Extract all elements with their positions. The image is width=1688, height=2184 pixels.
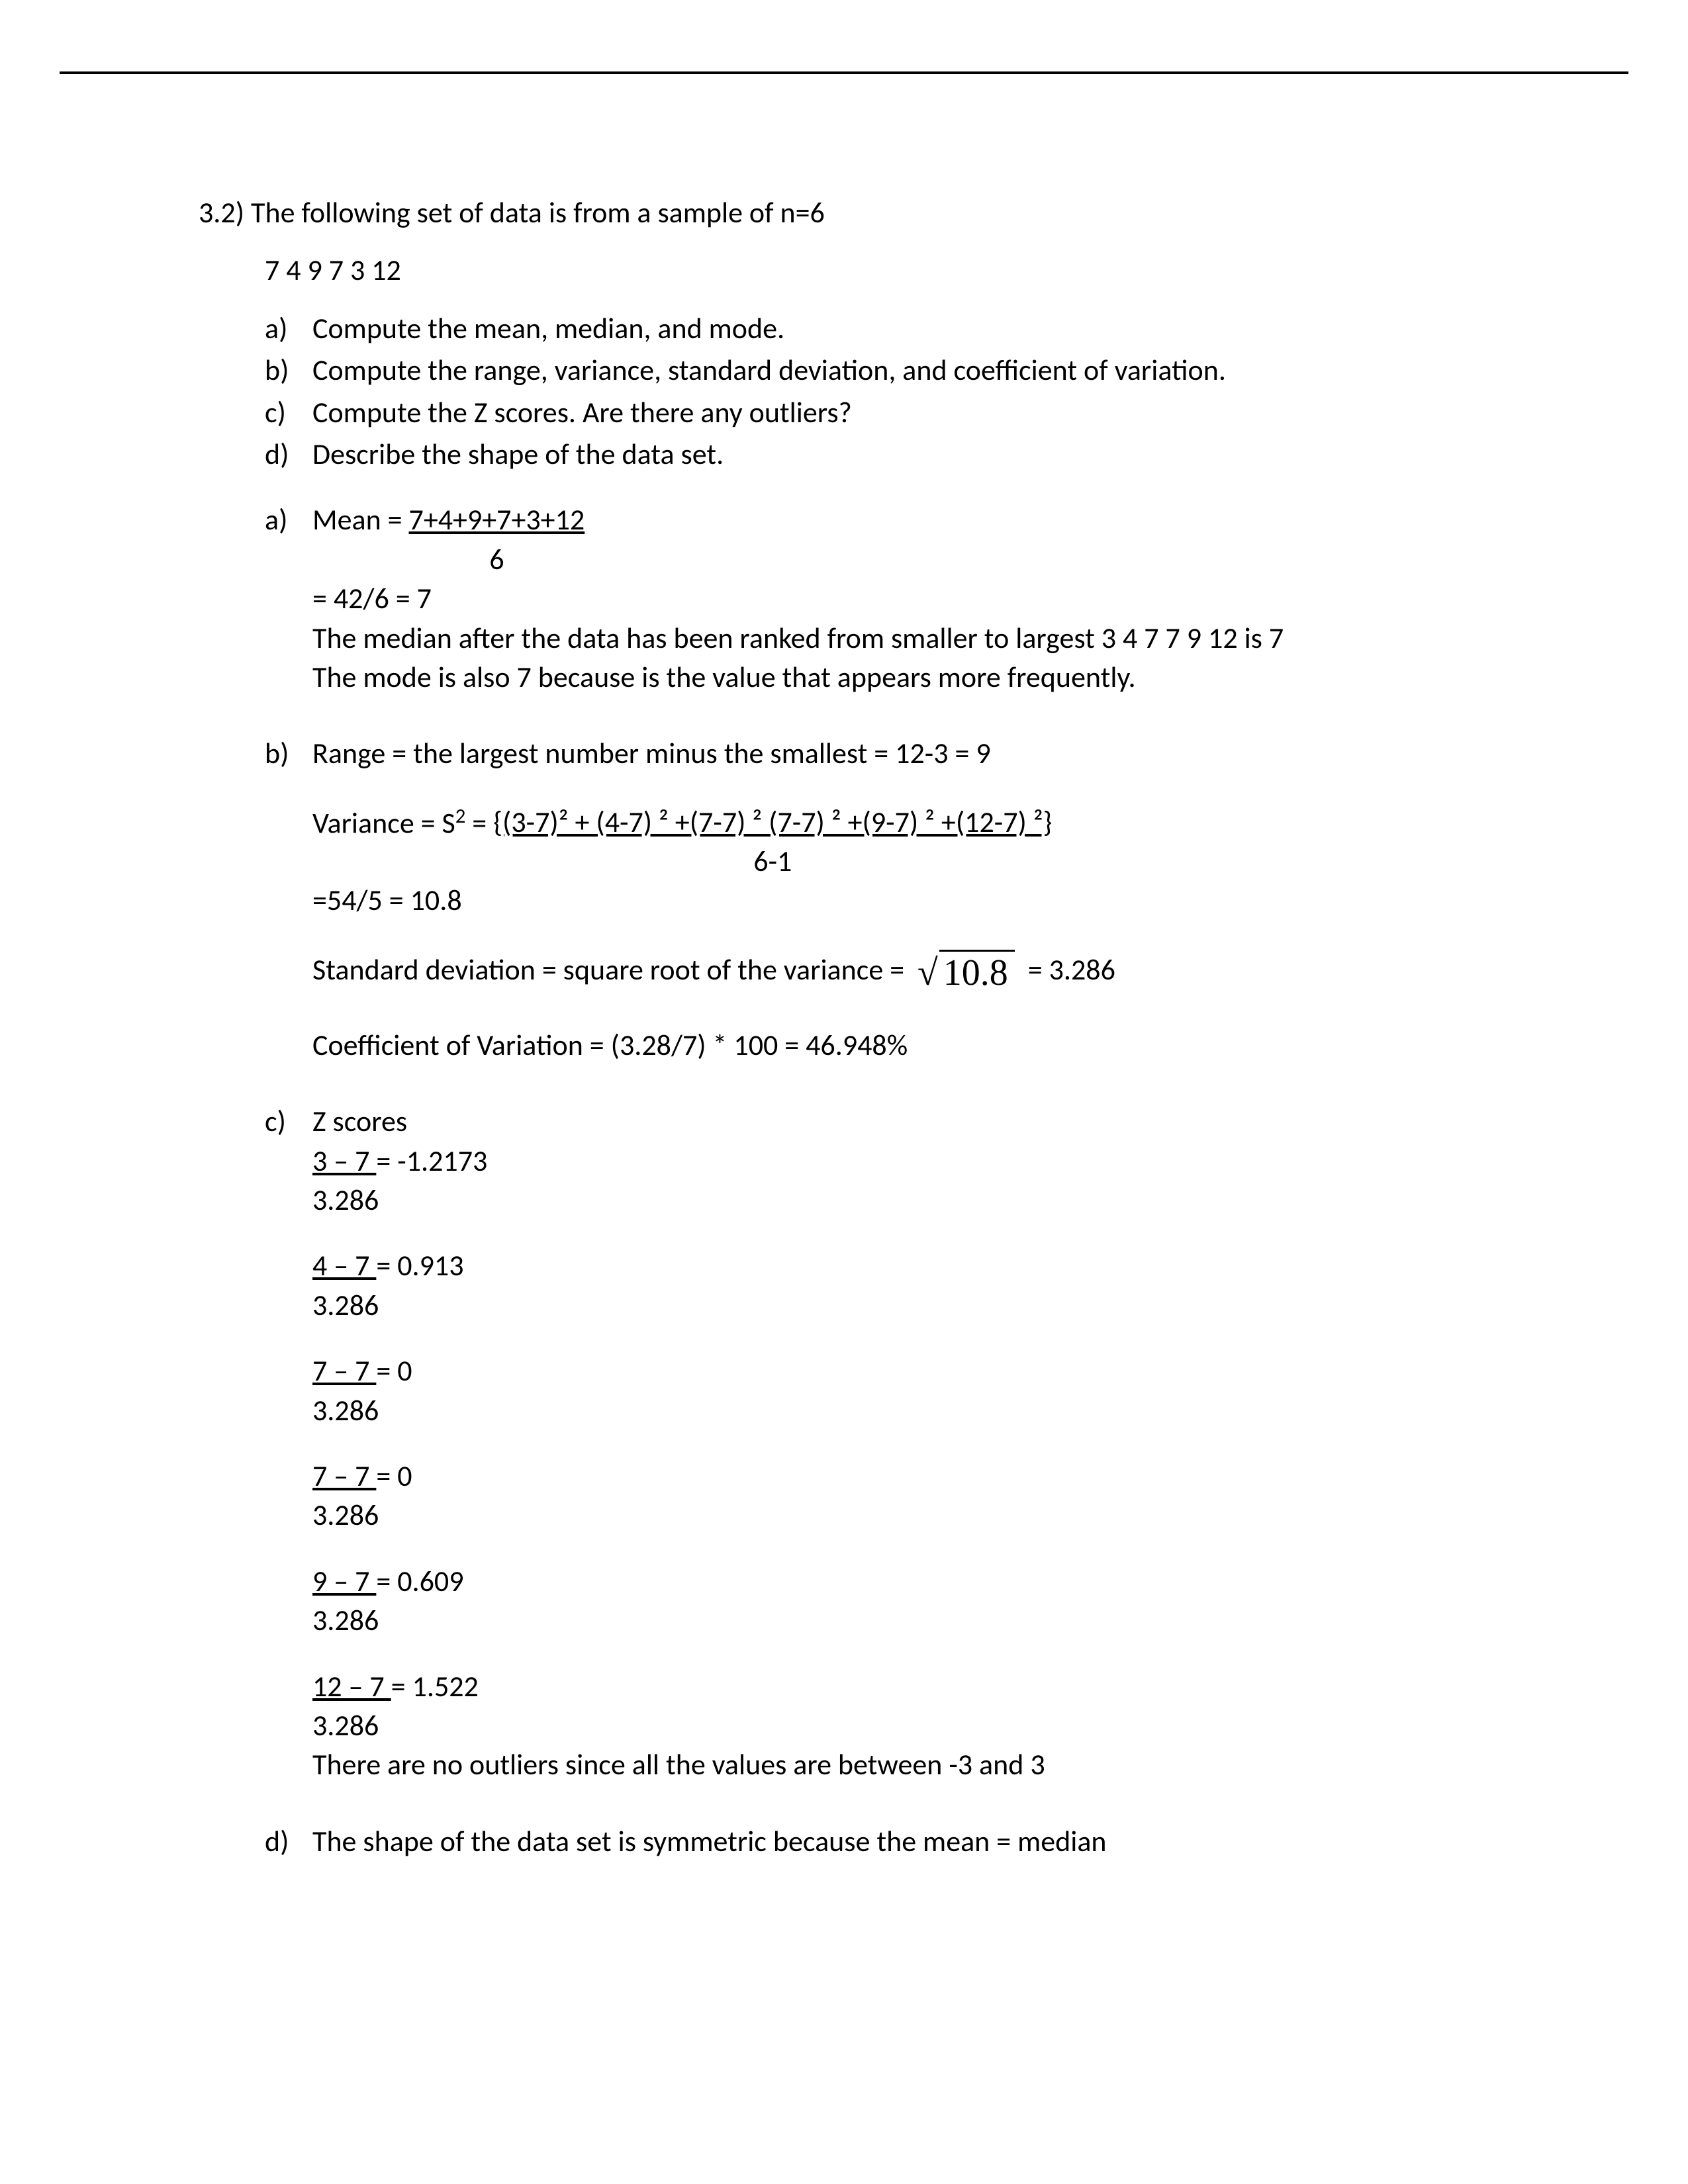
z5-den: 3.286	[312, 1707, 379, 1743]
problem-number: 3.2)	[199, 195, 244, 230]
z5-eq: = 1.522	[391, 1668, 479, 1704]
letter-d: d)	[265, 435, 312, 474]
answer-d-body: The shape of the data set is symmetric b…	[312, 1822, 1489, 1861]
question-b: b) Compute the range, variance, standard…	[265, 351, 1489, 390]
mean-denominator: 6	[409, 540, 585, 579]
z4-eq: = 0.609	[376, 1563, 463, 1599]
variance-numerator: {(3-7)² + (4-7) ² +(7-7) ² (7-7) ² +(9-7…	[493, 804, 1052, 840]
variance-simplify: =54/5 = 10.8	[312, 882, 462, 918]
z0-den: 3.286	[312, 1182, 379, 1218]
answer-b-item: b) Range = the largest number minus the …	[265, 734, 1489, 1065]
question-c-text: Compute the Z scores. Are there any outl…	[312, 393, 1489, 432]
sqrt-expr: √ 10.8	[911, 950, 1021, 991]
z1-num: 4 – 7	[312, 1248, 376, 1283]
z2-eq: = 0	[376, 1353, 412, 1388]
question-a-text: Compute the mean, median, and mode.	[312, 309, 1489, 348]
document-page: 3.2) The following set of data is from a…	[0, 0, 1688, 2184]
cv-line: Coefficient of Variation = (3.28/7) * 10…	[312, 1027, 908, 1063]
answer-c-item: c) Z scores 3 – 7 = -1.2173 3.286 4 – 7 …	[265, 1102, 1489, 1784]
question-d: d) Describe the shape of the data set.	[265, 435, 1489, 474]
z5-num: 12 – 7	[312, 1668, 391, 1704]
z0-eq: = -1.2173	[376, 1143, 487, 1179]
mean-label: Mean =	[312, 502, 409, 537]
variance-label-pre: Variance = S	[312, 805, 455, 841]
radical-sign: √	[917, 954, 939, 991]
outlier-line: There are no outliers since all the valu…	[312, 1747, 1045, 1782]
mean-simplify: = 42/6 = 7	[312, 580, 432, 616]
range-line: Range = the largest number minus the sma…	[312, 735, 991, 771]
question-list: a) Compute the mean, median, and mode. b…	[199, 309, 1489, 475]
problem-intro-text: The following set of data is from a samp…	[251, 195, 825, 230]
answer-d-letter: d)	[265, 1822, 312, 1861]
z2-num: 7 – 7	[312, 1353, 376, 1388]
answer-a-letter: a)	[265, 500, 312, 539]
question-b-text: Compute the range, variance, standard de…	[312, 351, 1489, 390]
z3-eq: = 0	[376, 1458, 412, 1494]
question-a: a) Compute the mean, median, and mode.	[265, 309, 1489, 348]
z4-den: 3.286	[312, 1602, 379, 1638]
mean-numerator: 7+4+9+7+3+12	[409, 502, 585, 537]
letter-a: a)	[265, 309, 312, 348]
z3-num: 7 – 7	[312, 1458, 376, 1494]
answer-a-item: a) Mean = 7+4+9+7+3+12 6 = 42/6 = 7 The …	[265, 500, 1489, 697]
document-content: 3.2) The following set of data is from a…	[0, 74, 1688, 1861]
answer-b-body: Range = the largest number minus the sma…	[312, 734, 1489, 1065]
z1-den: 3.286	[312, 1287, 379, 1323]
z4-num: 9 – 7	[312, 1563, 376, 1599]
variance-fraction: {(3-7)² + (4-7) ² +(7-7) ² (7-7) ² +(9-7…	[493, 803, 1052, 882]
answer-d-item: d) The shape of the data set is symmetri…	[265, 1822, 1489, 1861]
question-c: c) Compute the Z scores. Are there any o…	[265, 393, 1489, 432]
question-d-text: Describe the shape of the data set.	[312, 435, 1489, 474]
variance-label-post: =	[465, 805, 493, 841]
answer-a-body: Mean = 7+4+9+7+3+12 6 = 42/6 = 7 The med…	[312, 500, 1489, 697]
variance-sup: 2	[455, 804, 466, 829]
letter-b: b)	[265, 351, 312, 390]
answer-b-letter: b)	[265, 734, 312, 773]
variance-denominator: 6-1	[493, 842, 1052, 881]
z3-den: 3.286	[312, 1497, 379, 1533]
answer-d: d) The shape of the data set is symmetri…	[199, 1822, 1489, 1861]
letter-c: c)	[265, 393, 312, 432]
mode-line: The mode is also 7 because is the value …	[312, 659, 1136, 695]
answer-c: c) Z scores 3 – 7 = -1.2173 3.286 4 – 7 …	[199, 1102, 1489, 1784]
answer-d-text: The shape of the data set is symmetric b…	[312, 1823, 1107, 1859]
radicand: 10.8	[939, 950, 1015, 991]
z2-den: 3.286	[312, 1392, 379, 1428]
std-result: = 3.286	[1021, 952, 1115, 987]
answer-c-letter: c)	[265, 1102, 312, 1141]
zscore-heading: Z scores	[312, 1103, 407, 1139]
answer-a: a) Mean = 7+4+9+7+3+12 6 = 42/6 = 7 The …	[199, 500, 1489, 697]
median-line: The median after the data has been ranke…	[312, 620, 1284, 656]
problem-intro: 3.2) The following set of data is from a…	[199, 193, 1489, 232]
z0-num: 3 – 7	[312, 1143, 376, 1179]
answer-c-body: Z scores 3 – 7 = -1.2173 3.286 4 – 7 = 0…	[312, 1102, 1489, 1784]
z1-eq: = 0.913	[376, 1248, 463, 1283]
answer-b: b) Range = the largest number minus the …	[199, 734, 1489, 1065]
mean-fraction: 7+4+9+7+3+12 6	[409, 500, 585, 579]
std-label: Standard deviation = square root of the …	[312, 952, 911, 987]
dataset-line: 7 4 9 7 3 12	[199, 251, 1489, 290]
